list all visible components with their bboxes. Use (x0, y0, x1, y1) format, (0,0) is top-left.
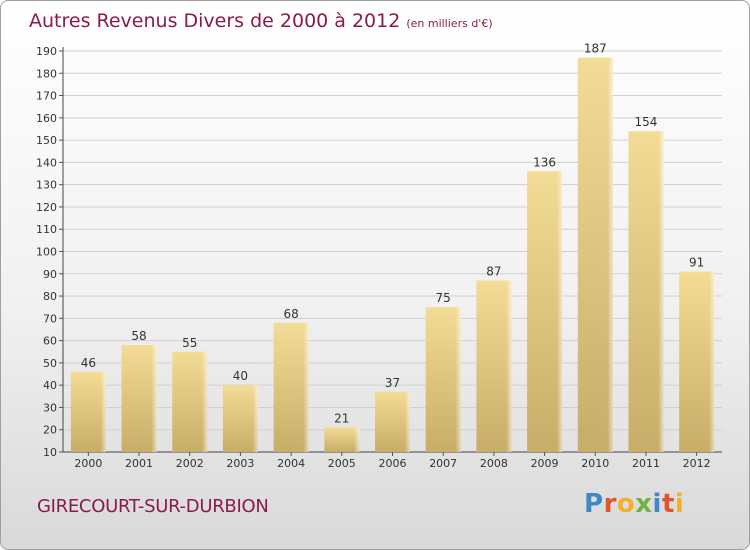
chart-unit: (en milliers d'€) (406, 17, 493, 30)
bar-highlight (172, 351, 208, 452)
x-tick-label: 2007 (429, 457, 457, 470)
y-tick-label: 80 (43, 290, 57, 303)
proxiti-logo[interactable]: Proxiti (584, 489, 685, 519)
bar-highlight (222, 385, 258, 452)
place-name: GIRECOURT-SUR-DURBION (37, 496, 269, 517)
x-tick-label: 2006 (379, 457, 407, 470)
bar-highlight (425, 307, 461, 452)
chart-title: Autres Revenus Divers de 2000 à 2012 (en … (29, 10, 493, 32)
y-tick-label: 140 (36, 156, 57, 169)
y-tick-label: 160 (36, 112, 57, 125)
y-tick-label: 100 (36, 246, 57, 259)
y-tick-label: 20 (43, 424, 57, 437)
y-tick-label: 180 (36, 67, 57, 80)
data-label: 37 (385, 376, 400, 390)
x-tick-label: 2001 (125, 457, 153, 470)
y-tick-label: 110 (36, 223, 57, 236)
x-tick-label: 2004 (277, 457, 305, 470)
data-label: 154 (635, 115, 658, 129)
y-tick-label: 10 (43, 446, 57, 459)
x-tick-label: 2003 (226, 457, 254, 470)
y-tick-label: 120 (36, 201, 57, 214)
x-tick-label: 2010 (581, 457, 609, 470)
data-label: 21 (334, 411, 349, 425)
data-label: 75 (436, 291, 451, 305)
x-tick-label: 2002 (176, 457, 204, 470)
x-tick-label: 2000 (74, 457, 102, 470)
y-tick-label: 70 (43, 312, 57, 325)
data-labels: 46 58 55 40 68 21 37 75 87 136 187 154 91 (81, 42, 705, 426)
bar-highlight (324, 427, 360, 452)
data-label: 91 (689, 256, 704, 270)
y-tick-label: 170 (36, 90, 57, 103)
bar-highlight (476, 280, 512, 452)
x-tick-label: 2005 (328, 457, 356, 470)
y-tick-label: 190 (36, 45, 57, 58)
y-tick-label: 130 (36, 179, 57, 192)
data-label: 87 (486, 264, 501, 278)
x-tick-label: 2008 (480, 457, 508, 470)
data-label: 68 (283, 307, 298, 321)
bar-highlight (628, 131, 664, 452)
data-label: 58 (131, 329, 146, 343)
x-tick-label: 2011 (632, 457, 660, 470)
data-label: 187 (584, 42, 607, 56)
data-label: 55 (182, 336, 197, 350)
y-tick-label: 150 (36, 134, 57, 147)
bar-highlight (121, 345, 157, 452)
x-tick-label: 2012 (683, 457, 711, 470)
bar-highlight (273, 322, 309, 452)
bar-highlight (70, 371, 106, 452)
x-tick-label: 2009 (531, 457, 559, 470)
data-label: 40 (233, 369, 248, 383)
y-tick-label: 60 (43, 335, 57, 348)
data-label: 46 (81, 356, 96, 370)
bar-highlight (679, 271, 715, 452)
y-tick-label: 40 (43, 379, 57, 392)
bar-highlight (527, 171, 563, 453)
bar-highlight (577, 57, 613, 452)
bar-highlight (375, 391, 410, 452)
chart-title-text: Autres Revenus Divers de 2000 à 2012 (29, 10, 401, 32)
data-label: 136 (533, 155, 556, 169)
bars (70, 57, 715, 453)
y-tick-label: 50 (43, 357, 57, 370)
y-tick-label: 90 (43, 268, 57, 281)
y-tick-label: 30 (43, 401, 57, 414)
